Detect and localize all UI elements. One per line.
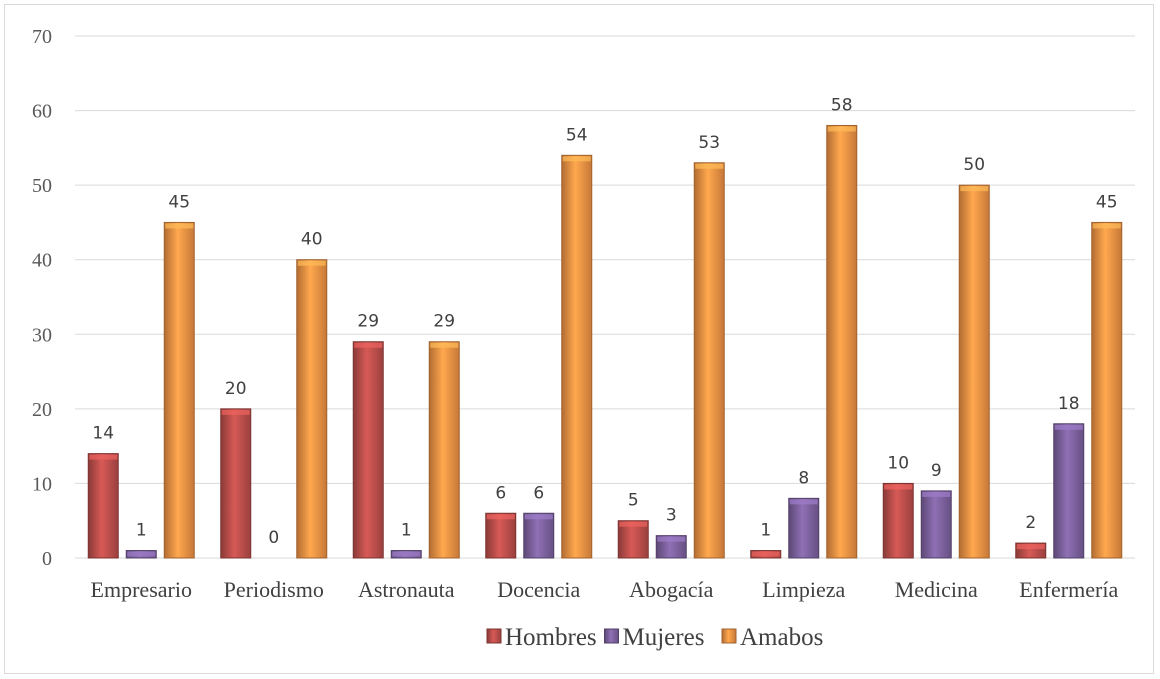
data-label: 1 xyxy=(760,521,771,541)
legend-swatch xyxy=(721,628,737,644)
bar-bevel xyxy=(1054,424,1083,430)
bar-amabos-limpieza xyxy=(826,124,858,559)
bar-mujeres-limpieza xyxy=(788,497,820,559)
x-tick-label: Periodismo xyxy=(224,577,324,602)
legend-swatch xyxy=(604,628,619,644)
bar-bevel xyxy=(884,484,913,490)
data-label: 45 xyxy=(168,192,190,212)
x-tick-label: Docencia xyxy=(497,577,580,602)
data-label: 3 xyxy=(666,506,677,526)
y-tick-label: 10 xyxy=(32,473,52,495)
x-tick-label: Enfermería xyxy=(1019,577,1118,602)
bar-amabos-medicina xyxy=(958,184,990,559)
data-label: 6 xyxy=(495,483,506,503)
data-label: 54 xyxy=(566,125,588,145)
bar-hombres-empresario xyxy=(87,453,119,559)
bar-bevel xyxy=(127,551,156,557)
bar-amabos-astronauta xyxy=(428,341,460,559)
bar-mujeres-enfermería xyxy=(1053,423,1085,559)
bar-bevel xyxy=(827,126,856,132)
bar-hombres-astronauta xyxy=(352,341,384,559)
data-label: 14 xyxy=(92,424,114,444)
bar-bevel xyxy=(165,223,194,229)
bar-hombres-abogacía xyxy=(617,520,649,559)
bar-bevel xyxy=(657,536,686,542)
x-tick-label: Abogacía xyxy=(629,577,714,602)
y-tick-label: 50 xyxy=(32,175,52,197)
data-label: 40 xyxy=(301,230,323,250)
bar-mujeres-medicina xyxy=(920,490,952,559)
bar-hombres-docencia xyxy=(485,512,517,559)
bar-hombres-medicina xyxy=(882,482,914,559)
bar-bevel xyxy=(619,521,648,527)
bar-bevel xyxy=(922,491,951,497)
legend-label: Amabos xyxy=(740,624,823,651)
data-label: 1 xyxy=(136,521,147,541)
data-label: 18 xyxy=(1058,394,1080,414)
x-tick-label: Astronauta xyxy=(358,577,455,602)
legend-swatch xyxy=(486,628,502,644)
data-label: 29 xyxy=(433,312,455,332)
y-tick-label: 40 xyxy=(32,250,52,272)
bar-bevel xyxy=(354,342,383,348)
data-label: 50 xyxy=(963,155,985,175)
bar-bevel xyxy=(392,551,421,557)
bar-mujeres-docencia xyxy=(523,512,555,559)
bar-bevel xyxy=(562,156,591,162)
data-label: 10 xyxy=(887,453,909,473)
x-tick-label: Empresario xyxy=(91,577,192,602)
data-label: 20 xyxy=(225,379,247,399)
bar-bevel xyxy=(695,163,724,169)
data-label: 9 xyxy=(931,461,942,481)
legend-item-mujeres: Mujeres xyxy=(604,624,705,651)
bar-bevel xyxy=(960,186,989,192)
bar-amabos-docencia xyxy=(561,154,593,559)
legend-item-amabos: Amabos xyxy=(721,624,823,651)
legend-label: Mujeres xyxy=(623,624,705,651)
data-label: 58 xyxy=(831,95,853,115)
bar-bevel xyxy=(297,260,326,266)
bar-amabos-periodismo xyxy=(296,259,328,559)
data-label: 29 xyxy=(357,312,379,332)
data-label: 45 xyxy=(1096,192,1118,212)
legend-item-hombres: Hombres xyxy=(486,624,597,651)
bar-bevel xyxy=(430,342,459,348)
bar-amabos-abogacía xyxy=(693,162,725,559)
x-tick-label: Medicina xyxy=(895,577,978,602)
data-label: 5 xyxy=(628,491,639,511)
x-tick-label: Limpieza xyxy=(762,577,845,602)
bar-bevel xyxy=(1016,544,1045,550)
y-tick-label: 30 xyxy=(32,324,52,346)
data-label: 2 xyxy=(1025,513,1036,533)
y-tick-label: 0 xyxy=(42,548,52,570)
bar-bevel xyxy=(524,514,553,520)
data-label: 0 xyxy=(268,528,279,548)
bar-bevel xyxy=(1092,223,1121,229)
bar-bevel xyxy=(751,551,780,557)
bar-amabos-empresario xyxy=(163,221,195,559)
data-label: 1 xyxy=(401,521,412,541)
data-label: 8 xyxy=(798,468,809,488)
y-tick-label: 60 xyxy=(32,101,52,123)
legend-label: Hombres xyxy=(505,624,597,651)
bar-bevel xyxy=(789,499,818,505)
bar-amabos-enfermería xyxy=(1091,221,1123,559)
data-label: 53 xyxy=(698,133,720,153)
bar-bevel xyxy=(221,409,250,415)
bar-bevel xyxy=(486,514,515,520)
y-tick-label: 70 xyxy=(32,26,52,48)
bar-bevel xyxy=(89,454,118,460)
data-label: 6 xyxy=(533,483,544,503)
bar-hombres-periodismo xyxy=(220,408,252,559)
y-tick-label: 20 xyxy=(32,399,52,421)
